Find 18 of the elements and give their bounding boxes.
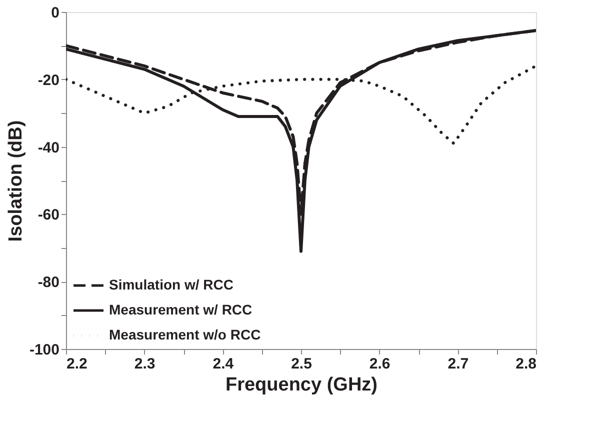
y-tick-label: 0 (51, 4, 60, 22)
x-tick-label: 2.2 (66, 356, 88, 372)
x-tick-label: 2.4 (212, 356, 234, 372)
y-tick-label: -40 (38, 139, 60, 156)
legend-label: Simulation w/ RCC (109, 276, 234, 292)
x-tick-label: 2.7 (448, 356, 469, 372)
y-axis-title: Isolation (dB) (5, 120, 26, 242)
y-tick-label: -100 (29, 342, 60, 358)
x-tick-label: 2.3 (134, 356, 156, 372)
x-tick-label: 2.6 (369, 356, 390, 372)
legend-label: Measurement w/o RCC (109, 326, 261, 342)
y-tick-label: -80 (38, 274, 60, 292)
x-tick-label: 2.8 (516, 356, 536, 372)
legend-label: Measurement w/ RCC (109, 302, 252, 318)
y-tick-label: -60 (38, 206, 60, 224)
x-tick-label: 2.5 (291, 356, 312, 372)
x-axis-title: Frequency (GHz) (225, 374, 378, 396)
y-tick-label: -20 (38, 72, 60, 89)
